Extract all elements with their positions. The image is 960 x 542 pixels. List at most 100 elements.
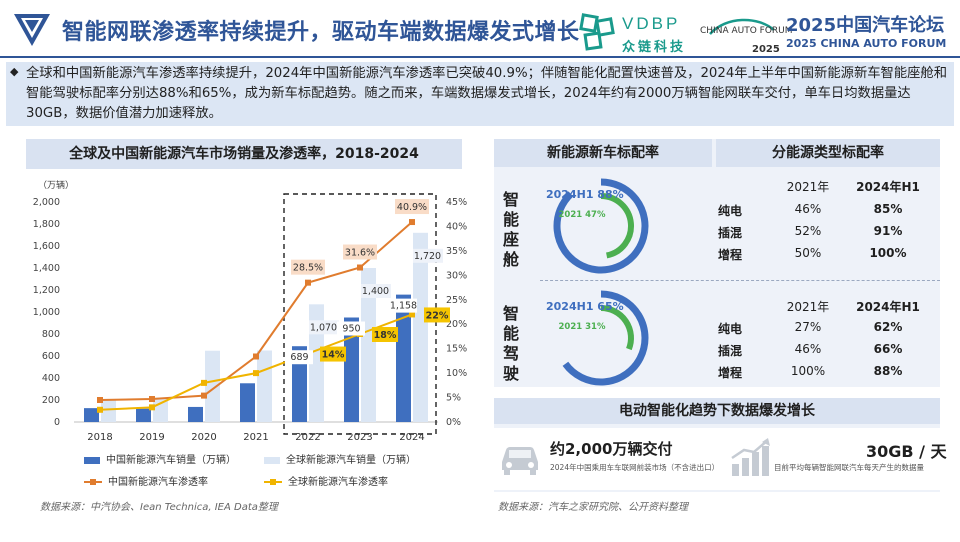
cockpit-row-2021: 46% (794, 202, 822, 216)
point-china-rate (357, 264, 363, 271)
global-sales-label-bg (309, 320, 339, 335)
legend-line-orange (84, 479, 102, 485)
driving-col-2021: 2021年 (786, 300, 830, 314)
page-title: 智能网联渗透率持续提升，驱动车端数据爆发式增长 (62, 20, 580, 45)
y-tick-label: 2,000 (33, 197, 60, 208)
global-rate-label: 18% (374, 330, 397, 341)
driving-table: 2021年 2024年H1 纯电 27% 62% 插混 46% 66% 增程 1… (700, 298, 940, 388)
china-sales-label: 1,158 (390, 301, 417, 312)
swoosh-icon (709, 18, 775, 35)
y2-tick-label: 35% (446, 246, 467, 257)
cockpit-row-h1: 91% (873, 224, 903, 238)
x-tick-label: 2021 (243, 432, 268, 443)
point-china-rate (253, 353, 259, 360)
china-rate-label-bg (291, 259, 325, 275)
growth-bars-icon (731, 438, 770, 476)
y-tick-label: 400 (42, 373, 60, 384)
cockpit-label: 智能座舱 (502, 190, 519, 269)
y2-tick-label: 40% (446, 221, 467, 232)
china-sales-label: 689 (290, 352, 308, 363)
driving-row-h1: 62% (873, 320, 903, 334)
left-source: 数据来源：中汽协会、Iean Technica, IEA Data整理 (40, 502, 278, 513)
y2-tick-label: 15% (446, 344, 467, 355)
bar-china-sales (396, 294, 411, 422)
bar-global-sales (361, 268, 376, 422)
global-rate-label: 22% (426, 310, 449, 321)
vdbp-logo: VDBP 众链科技 (578, 10, 688, 55)
legend-global-sales: 全球新能源汽车销量（万辆） (264, 451, 416, 466)
y-axis-label: （万辆） (38, 179, 74, 191)
chart-title: 全球及中国新能源汽车市场销量及渗透率，2018-2024 (26, 139, 462, 169)
bar-global-sales (205, 350, 220, 422)
bar-china-sales (84, 408, 99, 422)
china-rate-label: 28.5% (293, 263, 323, 274)
vdbp-mark-icon (579, 13, 615, 51)
global-rate-label-bg (320, 346, 346, 362)
china-rate-label-bg (395, 199, 429, 215)
legend-swatch-blue (84, 456, 100, 464)
intro-text: 全球和中国新能源汽车渗透率持续提升，2024年中国新能源汽车渗透率已突破40.9… (26, 66, 948, 121)
global-sales-label: 1,070 (310, 322, 337, 333)
china-sales-label-bg (337, 321, 365, 336)
inner-ring-arc (600, 193, 634, 259)
y2-tick-label: 0% (446, 417, 461, 428)
china-auto-year: 2025 (752, 44, 780, 55)
x-tick-label: 2018 (87, 432, 112, 443)
y-tick-label: 1,200 (33, 285, 60, 296)
cockpit-row-type: 增程 (717, 248, 742, 262)
global-sales-label-bg (361, 284, 391, 298)
point-global-rate (149, 404, 155, 411)
outer-ring-arc (553, 178, 649, 274)
china-rate-label: 40.9% (397, 202, 427, 213)
inner-ring-label: 2021 47% (559, 210, 606, 220)
point-china-rate (97, 397, 103, 403)
outer-ring-arc (562, 290, 649, 386)
driving-row-type: 增程 (717, 366, 742, 380)
cockpit-row-2021: 52% (794, 224, 822, 238)
legend-swatch-light (264, 456, 280, 464)
cockpit-row-type: 纯电 (717, 204, 742, 218)
driving-row-type: 插混 (717, 344, 742, 358)
outer-ring-label: 2024H1 88% (546, 188, 624, 201)
x-tick-label: 2020 (191, 432, 216, 443)
driving-col-h1: 2024年H1 (856, 300, 920, 314)
y-tick-label: 800 (42, 329, 60, 340)
inner-ring-arc (600, 305, 634, 351)
china-auto-logo: CHINA AUTO FORUM 2025 (700, 14, 793, 55)
sales-penetration-chart: （万辆） 0 200 400 600 800 1,000 1,200 1,400 1,600 1,8… (33, 179, 467, 443)
y-tick-label: 1,000 (33, 307, 60, 318)
bar-china-sales (136, 408, 151, 422)
x-tick-label: 2019 (139, 432, 164, 443)
point-global-rate (253, 370, 259, 377)
legend-china-sales: 中国新能源汽车销量（万辆） (84, 451, 236, 466)
bar-global-sales (101, 400, 116, 422)
driving-row-2021: 46% (794, 342, 822, 356)
point-china-rate (409, 219, 415, 226)
global-rate-label: 14% (322, 350, 345, 361)
cockpit-row-h1: 85% (873, 202, 903, 216)
stat-delivery-value: 约2,000万辆交付 (550, 440, 673, 458)
china-auto-name: CHINA AUTO FORUM (700, 26, 793, 36)
global-sales-label: 1,720 (414, 251, 441, 262)
bar-china-sales (344, 317, 359, 422)
cockpit-ring: 2024H1 88% 2021 47% (546, 178, 649, 274)
global-sales-label-bg (413, 248, 443, 263)
point-china-rate (305, 279, 311, 286)
legend-china-rate: 中国新能源汽车渗透率 (84, 473, 208, 488)
inner-ring-label: 2021 31% (559, 322, 606, 332)
point-global-rate (201, 379, 207, 386)
china-sales-label-bg (389, 298, 417, 313)
driving-row-h1: 66% (873, 342, 903, 356)
intro-box: ◆ 全球和中国新能源汽车渗透率持续提升，2024年中国新能源汽车渗透率已突破40… (6, 62, 954, 126)
point-global-rate (409, 311, 415, 318)
stat-delivery-note: 2024年中国乘用车车联网前装市场（不含进出口） (550, 463, 720, 472)
driving-row-type: 纯电 (717, 322, 742, 336)
y-tick-label: 1,600 (33, 241, 60, 252)
cockpit-table: 2021年 2024年H1 纯电 46% 85% 插混 52% 91% 增程 5… (700, 178, 940, 278)
vdbp-cn-name: 众链科技 (622, 40, 687, 55)
cockpit-col-2021: 2021年 (786, 180, 830, 194)
x-tick-label: 2024 (399, 432, 424, 443)
outer-ring-label: 2024H1 65% (546, 300, 624, 313)
header-divider (0, 56, 960, 58)
china-rate-label: 31.6% (345, 248, 375, 259)
